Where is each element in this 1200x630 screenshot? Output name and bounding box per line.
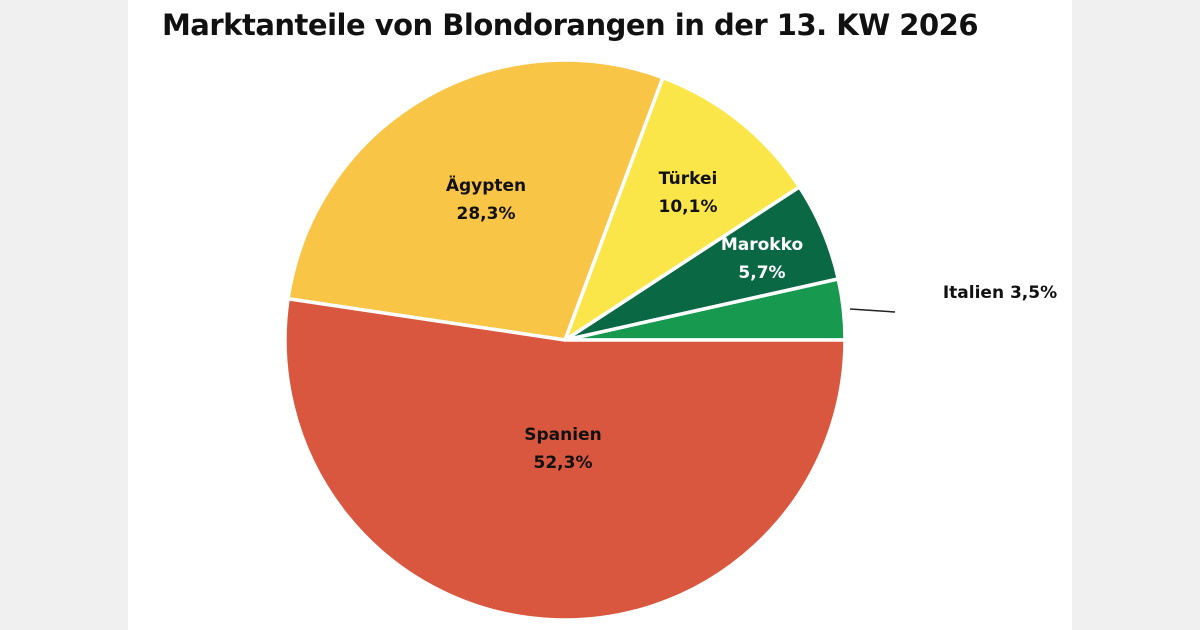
leader-line-italien [849, 308, 896, 313]
data-label-türkei: 10,1% [659, 197, 718, 217]
chart-title: Marktanteile von Blondorangen in der 13.… [161, 8, 979, 42]
pie-slice-türkei [563, 75, 802, 342]
pie-slice-spanien [283, 297, 847, 622]
data-label-italien: Italien 3,5% [943, 283, 1057, 303]
data-label-marokko: 5,7% [738, 263, 785, 283]
slice-name: Italien [943, 283, 1004, 303]
category-label-türkei: Türkei [659, 169, 718, 189]
data-label-ägypten: 28,3% [457, 204, 516, 224]
category-label-ägypten: Ägypten [446, 174, 526, 196]
data-label-spanien: 52,3% [534, 453, 593, 473]
category-label-spanien: Spanien [524, 425, 601, 445]
pie-slice-ägypten [286, 58, 665, 342]
slice-value: 3,5% [1004, 283, 1057, 303]
category-label-marokko: Marokko [721, 235, 803, 255]
